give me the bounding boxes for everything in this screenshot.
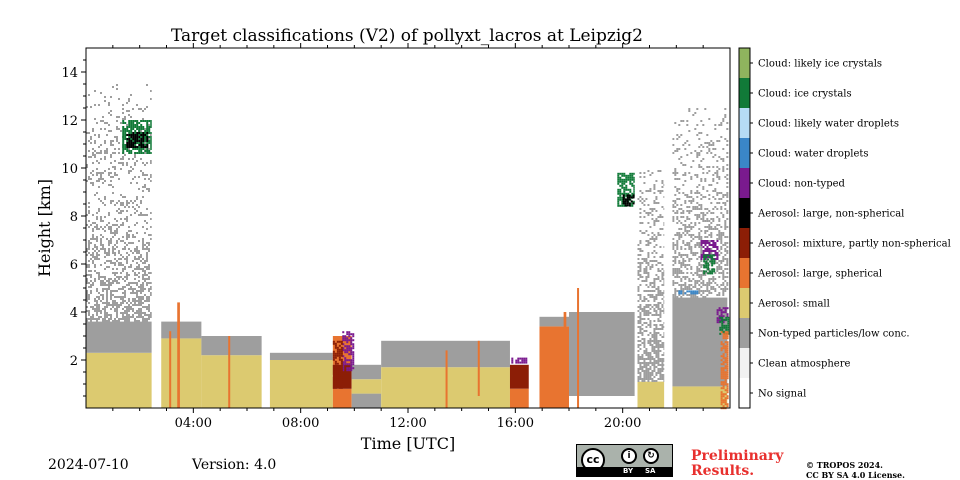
y-tick-label: 6 xyxy=(70,258,78,273)
colorbar-label: Aerosol: large, non-spherical xyxy=(757,209,904,220)
x-tick-label: 04:00 xyxy=(175,416,212,431)
class-feature-9 xyxy=(342,331,355,372)
colorbar-label: Aerosol: small xyxy=(757,299,830,310)
sa-label: SA xyxy=(645,467,656,475)
data-gap-2 xyxy=(634,48,638,408)
colorbar-label: Aerosol: large, spherical xyxy=(757,269,882,280)
colorbar-label: Cloud: likely ice crystals xyxy=(758,59,882,70)
preliminary-results-note: Preliminary Results. xyxy=(691,448,784,479)
y-tick-label: 4 xyxy=(70,306,78,321)
x-axis-label: Time [UTC] xyxy=(361,434,455,453)
share-alike-icon: ↻ xyxy=(643,448,659,464)
class-feature-8 xyxy=(720,331,729,410)
class-region-7-1 xyxy=(509,388,529,408)
colorbar-swatch xyxy=(739,108,750,138)
class-feature-11 xyxy=(511,357,528,364)
class-region-11-0 xyxy=(672,386,728,408)
class-region-9-1 xyxy=(569,312,635,372)
class-region-2-0 xyxy=(201,355,262,408)
class-region-5-2 xyxy=(351,364,382,380)
class-feature-13 xyxy=(177,302,180,408)
class-feature-10 xyxy=(332,340,343,389)
colorbar-swatch xyxy=(739,138,750,168)
y-axis: 2 4 6 8 10 12 14 xyxy=(61,59,86,397)
class-region-2-1 xyxy=(201,336,262,356)
class-region-8-1 xyxy=(539,316,569,327)
class-feature-17 xyxy=(577,288,580,408)
x-axis: 04:00 08:00 12:00 16:00 20:00 xyxy=(112,43,704,431)
class-region-3-0 xyxy=(269,360,333,408)
class-feature-1 xyxy=(126,132,149,148)
y-tick-label: 14 xyxy=(61,66,78,81)
class-feature-12 xyxy=(678,290,699,295)
class-region-4-0 xyxy=(332,388,352,408)
colorbar-swatch xyxy=(739,78,750,108)
x-tick-label: 12:00 xyxy=(389,416,426,431)
colorbar-label: Cloud: ice crystals xyxy=(758,89,852,100)
class-region-0-1 xyxy=(86,321,152,353)
colorbar-swatch xyxy=(739,288,750,318)
class-feature-15 xyxy=(228,336,231,408)
class-region-sparse-0-2 xyxy=(86,180,152,322)
class-region-6-0 xyxy=(381,367,510,408)
colorbar-label: Non-typed particles/low conc. xyxy=(758,329,910,340)
class-feature-3 xyxy=(622,194,635,207)
colorbar-swatch xyxy=(739,318,750,348)
y-tick-label: 2 xyxy=(70,354,78,369)
by-label: BY xyxy=(623,467,634,475)
colorbar-swatch xyxy=(739,378,750,408)
class-region-5-1 xyxy=(351,379,382,394)
class-feature-5 xyxy=(703,254,716,275)
chart-title: Target classifications (V2) of pollyxt_l… xyxy=(171,26,643,46)
colorbar-label: Aerosol: mixture, partly non-spherical xyxy=(757,239,951,250)
class-region-3-1 xyxy=(269,352,333,360)
version-label: Version: 4.0 xyxy=(192,457,277,473)
attribution-icon: i xyxy=(621,448,637,464)
y-axis-label: Height [km] xyxy=(35,179,54,277)
y-tick-label: 10 xyxy=(61,162,78,177)
class-region-5-0 xyxy=(351,393,382,408)
colorbar-label: Cloud: water droplets xyxy=(758,149,869,160)
class-feature-14 xyxy=(169,331,172,408)
class-feature-19 xyxy=(445,350,448,408)
y-tick-label: 8 xyxy=(70,210,78,225)
colorbar-legend: No signal Clean atmosphere Non-typed parti… xyxy=(738,47,951,409)
colorbar-label: Clean atmosphere xyxy=(758,359,851,370)
x-tick-label: 16:00 xyxy=(497,416,534,431)
x-tick-label: 08:00 xyxy=(282,416,319,431)
data-gap-3 xyxy=(664,48,673,408)
class-region-10-0 xyxy=(637,381,665,408)
class-region-6-1 xyxy=(381,340,510,368)
class-region-7-0 xyxy=(509,364,529,389)
class-region-9-0 xyxy=(569,372,635,396)
colorbar-swatch xyxy=(739,348,750,378)
y-tick-label: 12 xyxy=(61,114,78,129)
data-gap-0 xyxy=(151,48,162,408)
x-tick-label: 20:00 xyxy=(604,416,641,431)
colorbar-swatch xyxy=(739,228,750,258)
colorbar-label: No signal xyxy=(758,389,806,400)
colorbar-swatch xyxy=(739,48,750,78)
class-feature-16 xyxy=(563,312,567,408)
class-region-1-0 xyxy=(161,338,202,408)
colorbar-swatch xyxy=(739,168,750,198)
colorbar-label: Cloud: likely water droplets xyxy=(758,119,899,130)
colorbar-swatch xyxy=(739,258,750,288)
data-gap-1 xyxy=(261,48,270,408)
class-region-1-1 xyxy=(161,321,202,339)
cc-license-badge: cc i ↻ BY SA xyxy=(576,444,673,477)
class-region-0-0 xyxy=(86,352,152,408)
plot-area xyxy=(86,48,730,410)
class-feature-18 xyxy=(477,340,480,396)
colorbar-label: Cloud: non-typed xyxy=(758,179,846,190)
copyright-note: © TROPOS 2024. CC BY SA 4.0 License. xyxy=(806,460,905,480)
measurement-date: 2024-07-10 xyxy=(48,457,129,473)
colorbar-swatch xyxy=(739,198,750,228)
